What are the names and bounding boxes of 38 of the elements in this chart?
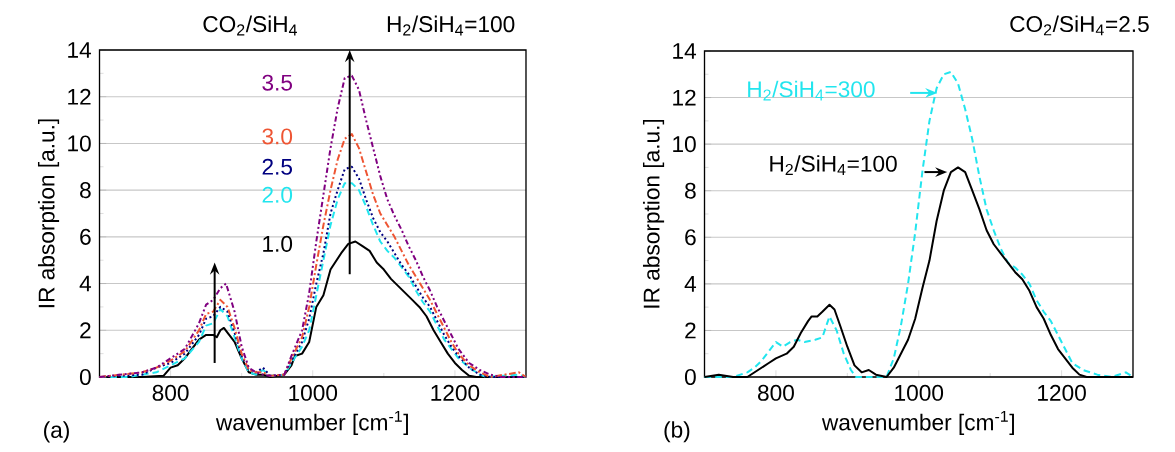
series-label: 2.0 [262,186,293,203]
y-tick-label: 10 [673,136,696,153]
text: 3.5 [262,74,292,91]
x-tick-label: 1000 [895,384,944,401]
text: 2.5 [262,158,292,175]
y-tick-label: 6 [80,228,91,245]
legend-label: H$_{2}$/SiH$_{4}$=300 [748,80,875,101]
y-tick-label: 0 [684,368,696,386]
x-tick-label: 1200 [431,384,480,401]
y-tick-label: 10 [68,135,91,152]
x-tick-label: 1000 [289,384,338,401]
text: CO$_{2}$/SiH$_{4}$=2.5 [1010,15,1149,36]
x-tick-label: 800 [758,384,794,401]
text: H$_{2}$/SiH$_{4}$=100 [387,15,515,36]
y-axis-title: IR absorption [a.u.] [642,119,665,308]
x-axis-title: wavenumber [cm$^{-1}$] [215,410,408,435]
text: (a) [44,421,69,443]
text: 3.0 [262,128,293,145]
y-tick-label: 4 [684,276,697,292]
x-tick-label: 800 [152,384,189,401]
x-axis-title: wavenumber [cm$^{-1}$] [821,410,1014,435]
legend-label: H$_{2}$/SiH$_{4}$=100 [770,155,897,176]
y-tick-label: 14 [68,42,92,58]
text: (b) [664,421,690,443]
y-axis-title: IR absorption [a.u.] [37,119,60,308]
y-tick-label: 8 [685,182,696,199]
y-tick-label: 14 [673,43,697,59]
y-tick-label: 2 [80,322,91,339]
y-tick-label: 2 [685,322,696,339]
y-tick-label: 0 [79,368,91,386]
y-tick-label: 8 [80,182,91,199]
series-label: 1.0 [263,235,293,252]
y-tick-label: 12 [673,89,696,106]
legend-title: CO$_{2}$/SiH$_{4}$ [203,15,297,36]
y-tick-label: 12 [68,88,91,105]
y-tick-label: 4 [79,275,92,292]
x-tick-label: 1200 [1038,384,1086,401]
y-tick-label: 6 [685,229,696,246]
